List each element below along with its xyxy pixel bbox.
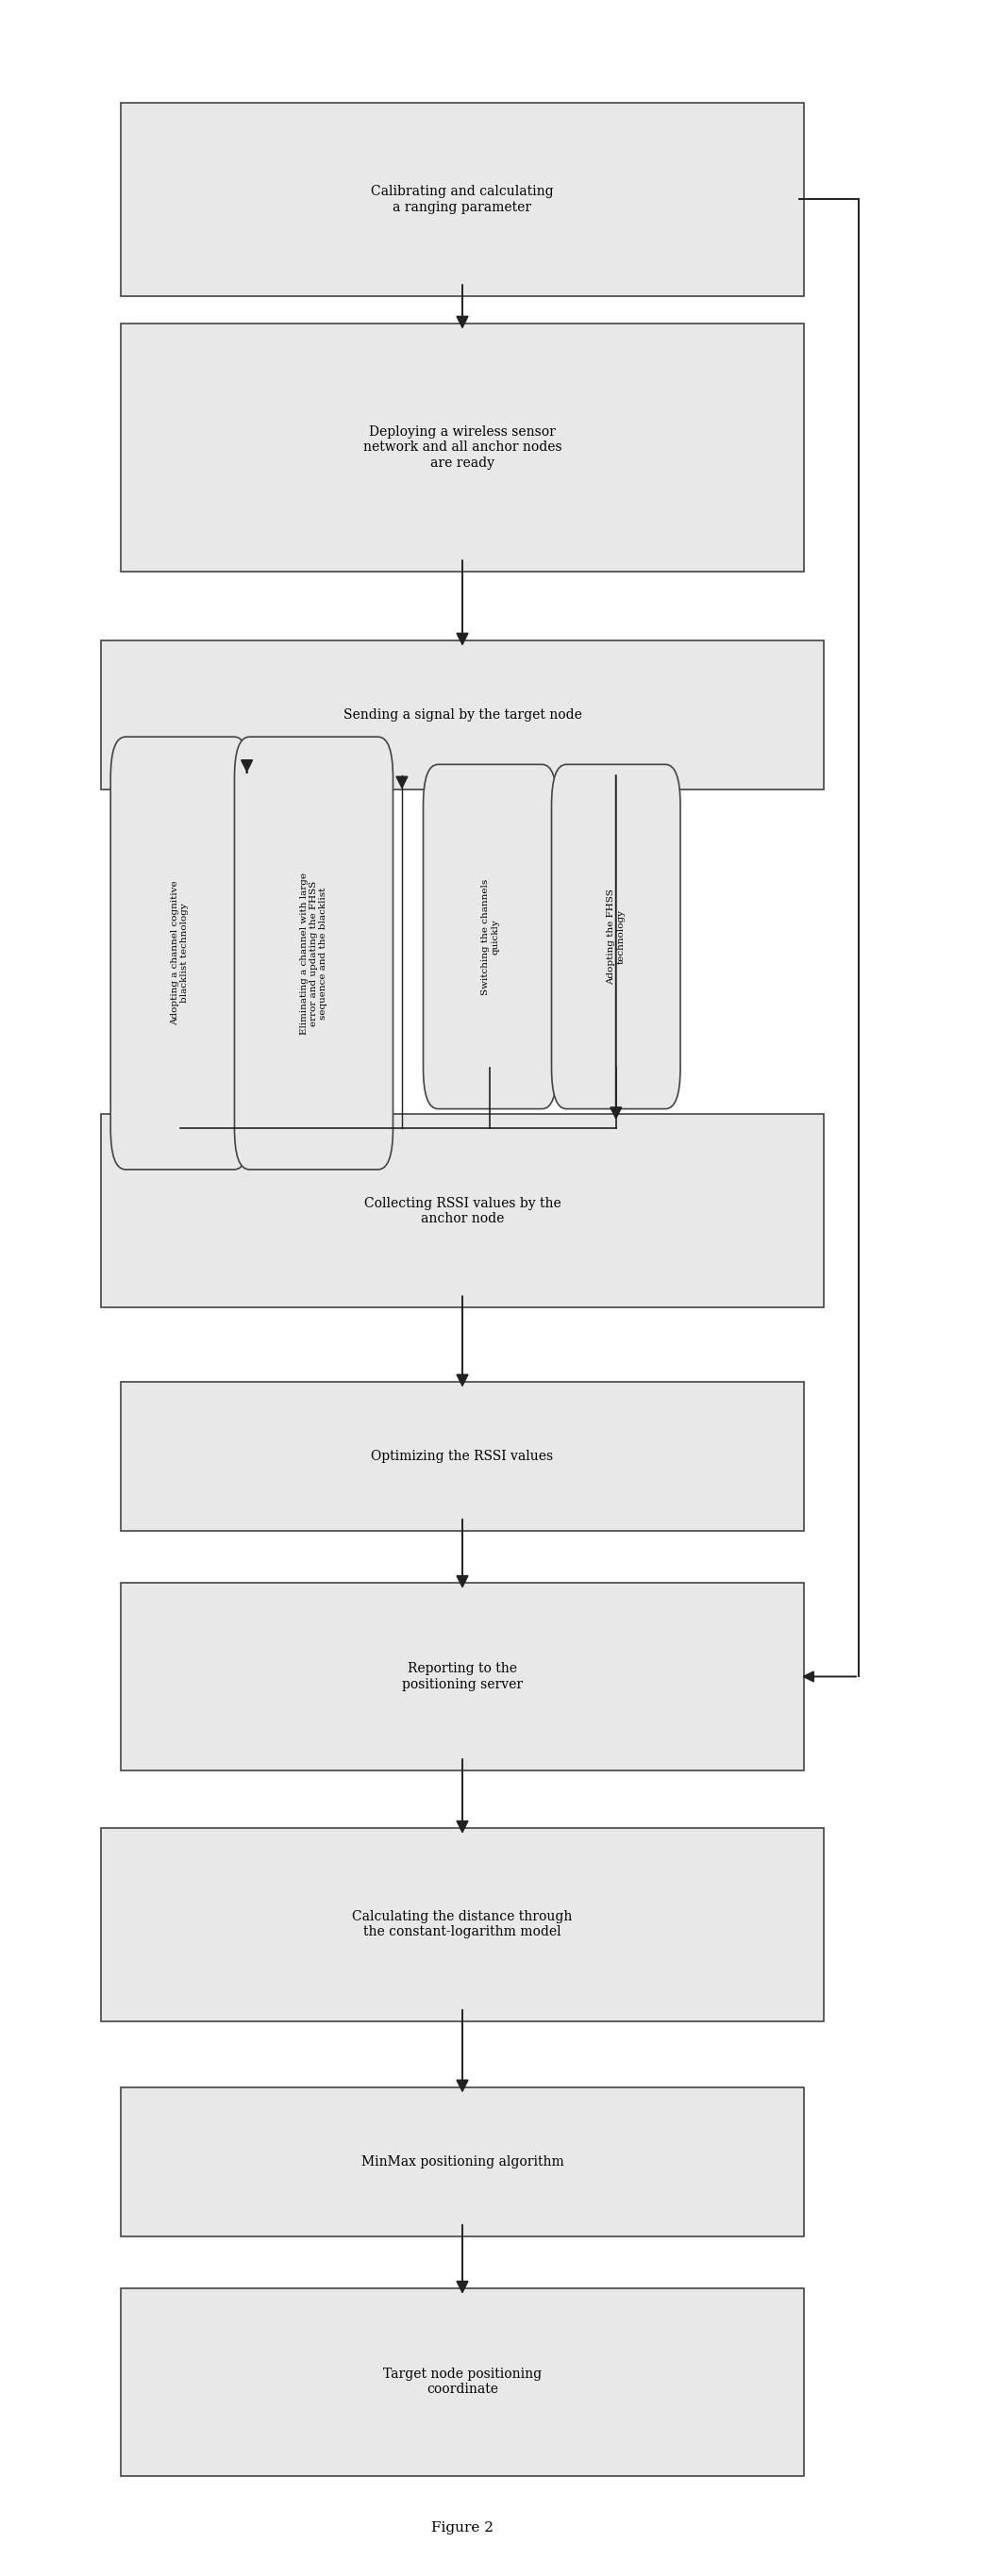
FancyBboxPatch shape: [120, 325, 804, 572]
Text: Optimizing the RSSI values: Optimizing the RSSI values: [371, 1450, 553, 1463]
FancyBboxPatch shape: [120, 2287, 804, 2476]
FancyBboxPatch shape: [120, 103, 804, 296]
FancyBboxPatch shape: [120, 2087, 804, 2236]
Text: Adopting the FHSS
technology: Adopting the FHSS technology: [606, 889, 625, 984]
FancyBboxPatch shape: [100, 1829, 824, 2022]
FancyBboxPatch shape: [551, 765, 681, 1108]
FancyBboxPatch shape: [110, 737, 249, 1170]
Text: Target node positioning
coordinate: Target node positioning coordinate: [384, 2367, 542, 2396]
Text: Figure 2: Figure 2: [432, 2522, 494, 2535]
Text: Calibrating and calculating
a ranging parameter: Calibrating and calculating a ranging pa…: [371, 185, 554, 214]
FancyBboxPatch shape: [120, 1582, 804, 1770]
FancyBboxPatch shape: [100, 641, 824, 788]
FancyBboxPatch shape: [424, 765, 557, 1108]
Text: Deploying a wireless sensor
network and all anchor nodes
are ready: Deploying a wireless sensor network and …: [363, 425, 562, 469]
Text: Eliminating a channel with large
error and updating the FHSS
sequence and the bl: Eliminating a channel with large error a…: [299, 873, 327, 1036]
Text: Adopting a channel cognitive
blacklist technology: Adopting a channel cognitive blacklist t…: [171, 881, 189, 1025]
Text: Sending a signal by the target node: Sending a signal by the target node: [343, 708, 581, 721]
Text: Switching the channels
quickly: Switching the channels quickly: [481, 878, 499, 994]
FancyBboxPatch shape: [235, 737, 393, 1170]
Text: MinMax positioning algorithm: MinMax positioning algorithm: [361, 2156, 563, 2169]
Text: Calculating the distance through
the constant-logarithm model: Calculating the distance through the con…: [352, 1911, 572, 1940]
Text: Reporting to the
positioning server: Reporting to the positioning server: [402, 1662, 523, 1690]
FancyBboxPatch shape: [120, 1381, 804, 1530]
FancyBboxPatch shape: [100, 1115, 824, 1306]
Text: Collecting RSSI values by the
anchor node: Collecting RSSI values by the anchor nod…: [363, 1198, 561, 1226]
